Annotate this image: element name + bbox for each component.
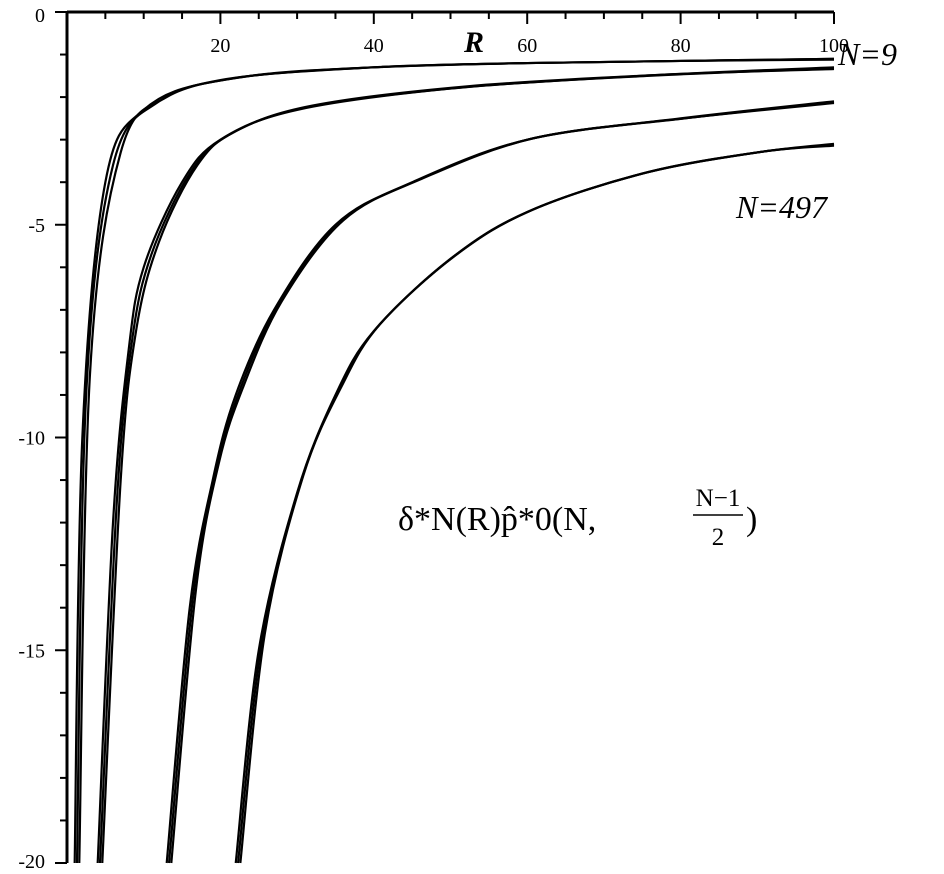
curve-1-line-2 [75, 57, 835, 864]
y-tick-label: -20 [18, 851, 45, 873]
annotation-n9: N=9 [837, 36, 897, 72]
formula: δ*N(R)p̂*0(N, N−1 2 ) [398, 485, 757, 551]
curve-1-line-3 [78, 58, 835, 864]
curve-3-line-3 [170, 101, 835, 864]
x-ticks: 20 40 60 80 100 [104, 12, 849, 57]
annotation-n497: N=497 [735, 189, 829, 225]
x-tick-label: 60 [517, 35, 537, 57]
y-tick-label: 0 [35, 5, 45, 27]
x-tick-label: 80 [671, 35, 691, 57]
y-ticks: 0 -5 -10 -15 -20 [18, 5, 67, 873]
curve-2-line-2 [98, 67, 835, 864]
curve-2-line-3 [101, 67, 835, 864]
x-tick-label: 20 [210, 35, 230, 57]
formula-main: δ*N(R)p̂*0(N, [398, 501, 596, 538]
formula-close-paren: ) [746, 501, 757, 538]
x-tick-label: 40 [364, 35, 384, 57]
y-tick-label: -10 [18, 428, 45, 450]
curve-3-line-1 [165, 100, 835, 864]
curve-4-line-3 [239, 144, 835, 864]
formula-numerator: N−1 [696, 485, 741, 512]
curve-2-line-1 [96, 66, 835, 864]
x-tick-label: 100 [819, 35, 849, 57]
curve-3-line-2 [167, 101, 835, 864]
x-axis-title: R [463, 26, 484, 59]
y-tick-label: -15 [18, 640, 45, 662]
curves-group [73, 57, 835, 864]
axes-group: 20 40 60 80 100 0 -5 -10 -15 -20 [18, 5, 849, 873]
y-tick-label: -5 [28, 215, 45, 237]
formula-denominator: 2 [712, 524, 725, 551]
